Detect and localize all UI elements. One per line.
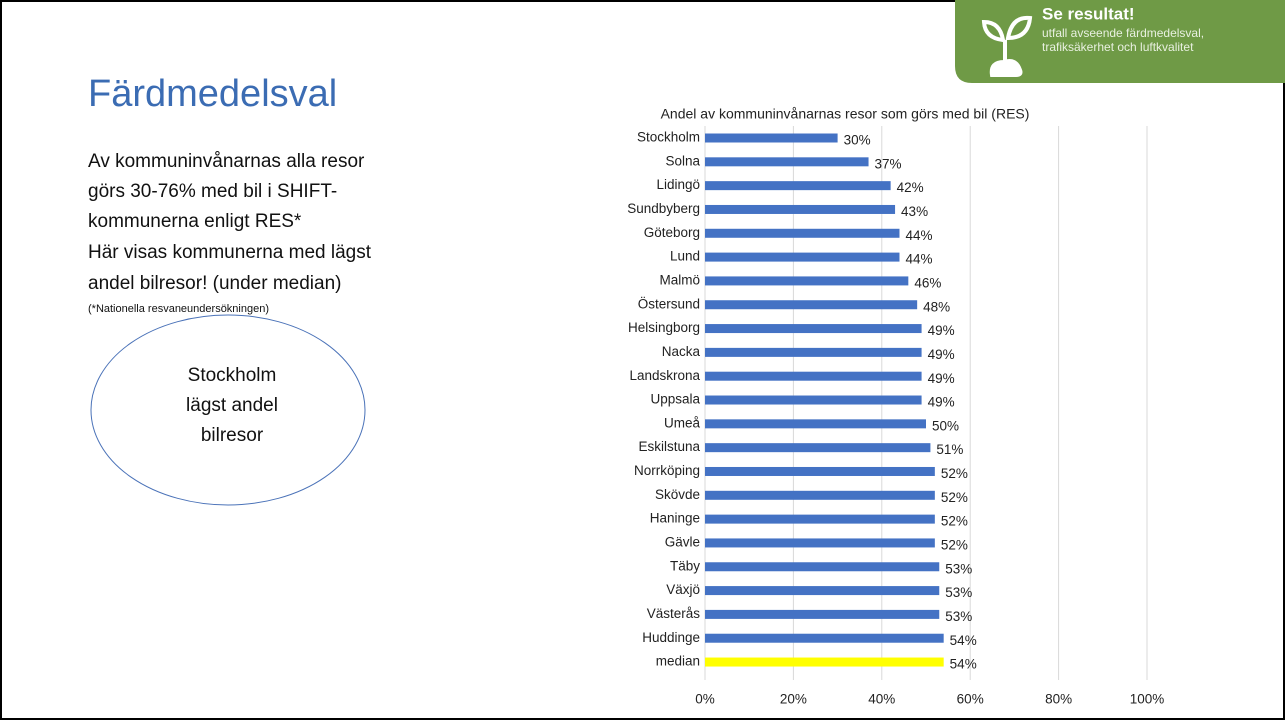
badge-icon bbox=[981, 15, 1033, 77]
value-label: 53% bbox=[945, 609, 972, 624]
category-label: Solna bbox=[665, 153, 700, 168]
category-label: Skövde bbox=[655, 487, 700, 502]
value-label: 52% bbox=[941, 490, 968, 505]
category-label: Västerås bbox=[647, 606, 701, 621]
x-tick-label: 60% bbox=[957, 692, 984, 707]
bar bbox=[705, 204, 896, 214]
category-label: Eskilstuna bbox=[638, 439, 700, 454]
chart-title: Andel av kommuninvånarnas resor som görs… bbox=[661, 106, 1030, 122]
category-label: Norrköping bbox=[634, 463, 700, 478]
bar bbox=[705, 609, 940, 619]
x-tick-label: 20% bbox=[780, 692, 807, 707]
bar bbox=[705, 324, 922, 334]
value-label: 50% bbox=[932, 418, 959, 433]
x-tick-label: 80% bbox=[1045, 692, 1072, 707]
footnote: (*Nationella resvaneundersökningen) bbox=[88, 303, 269, 315]
category-label: Huddinge bbox=[642, 630, 700, 645]
category-label: Lidingö bbox=[656, 177, 700, 192]
callout-ellipse bbox=[90, 314, 366, 506]
body-line: görs 30-76% med bil i SHIFT- bbox=[88, 181, 337, 202]
value-label: 54% bbox=[950, 633, 977, 648]
bar bbox=[705, 157, 869, 167]
bar bbox=[705, 300, 918, 310]
value-label: 44% bbox=[905, 228, 932, 243]
value-label: 44% bbox=[905, 252, 932, 267]
body-line: Här visas kommunerna med lägst bbox=[88, 242, 372, 263]
value-label: 49% bbox=[928, 395, 955, 410]
x-tick-label: 100% bbox=[1130, 692, 1165, 707]
value-label: 52% bbox=[941, 538, 968, 553]
bar bbox=[705, 657, 944, 667]
bar bbox=[705, 419, 926, 429]
value-label: 51% bbox=[936, 442, 963, 457]
bar bbox=[705, 181, 891, 191]
category-label: Nacka bbox=[662, 344, 701, 359]
callout-line: lägst andel bbox=[186, 395, 278, 416]
callout-line: Stockholm bbox=[188, 365, 277, 386]
category-label: Umeå bbox=[664, 415, 701, 430]
category-label: Östersund bbox=[638, 296, 700, 311]
category-label: Gävle bbox=[665, 535, 700, 550]
value-label: 42% bbox=[897, 180, 924, 195]
badge-title: Se resultat! bbox=[1042, 4, 1135, 23]
body-line: andel bilresor! (under median) bbox=[88, 273, 341, 294]
x-tick-label: 40% bbox=[868, 692, 895, 707]
body-line: Av kommuninvånarnas alla resor bbox=[88, 151, 365, 172]
category-label: Göteborg bbox=[644, 225, 700, 240]
bar bbox=[705, 514, 935, 524]
bar bbox=[705, 490, 935, 500]
value-label: 46% bbox=[914, 275, 941, 290]
value-label: 52% bbox=[941, 514, 968, 529]
category-label: Växjö bbox=[666, 582, 700, 597]
category-label: Lund bbox=[670, 249, 700, 264]
category-label: Malmö bbox=[659, 272, 700, 287]
badge-line: trafiksäkerhet och luftkvalitet bbox=[1042, 40, 1194, 54]
value-label: 49% bbox=[928, 371, 955, 386]
category-label: Landskrona bbox=[629, 368, 700, 383]
value-label: 54% bbox=[950, 657, 977, 672]
bar bbox=[705, 633, 944, 643]
bar bbox=[705, 443, 931, 453]
bar bbox=[705, 228, 900, 238]
category-label: Uppsala bbox=[650, 392, 700, 407]
value-label: 43% bbox=[901, 204, 928, 219]
badge-line: utfall avseende färdmedelsval, bbox=[1042, 26, 1204, 40]
bar bbox=[705, 562, 940, 572]
category-label: Helsingborg bbox=[628, 320, 700, 335]
bar bbox=[705, 538, 935, 548]
bar bbox=[705, 276, 909, 286]
value-label: 37% bbox=[875, 156, 902, 171]
category-label: Täby bbox=[670, 558, 700, 573]
category-label: Sundbyberg bbox=[627, 201, 700, 216]
body-line: kommunerna enligt RES* bbox=[88, 211, 302, 232]
bar bbox=[705, 586, 940, 596]
callout-line: bilresor bbox=[201, 425, 264, 446]
value-label: 52% bbox=[941, 466, 968, 481]
bar bbox=[705, 252, 900, 262]
bar bbox=[705, 347, 922, 357]
slide-title: Färdmedelsval bbox=[88, 73, 337, 115]
value-label: 53% bbox=[945, 585, 972, 600]
category-label: median bbox=[656, 654, 700, 669]
category-label: Haninge bbox=[650, 511, 700, 526]
bar bbox=[705, 395, 922, 405]
value-label: 53% bbox=[945, 561, 972, 576]
value-label: 48% bbox=[923, 299, 950, 314]
x-tick-label: 0% bbox=[695, 692, 715, 707]
value-label: 30% bbox=[844, 133, 871, 148]
bar bbox=[705, 466, 935, 476]
bar bbox=[705, 133, 838, 143]
badge bbox=[955, 0, 1285, 83]
category-label: Stockholm bbox=[637, 130, 700, 145]
bar bbox=[705, 371, 922, 381]
value-label: 49% bbox=[928, 347, 955, 362]
value-label: 49% bbox=[928, 323, 955, 338]
